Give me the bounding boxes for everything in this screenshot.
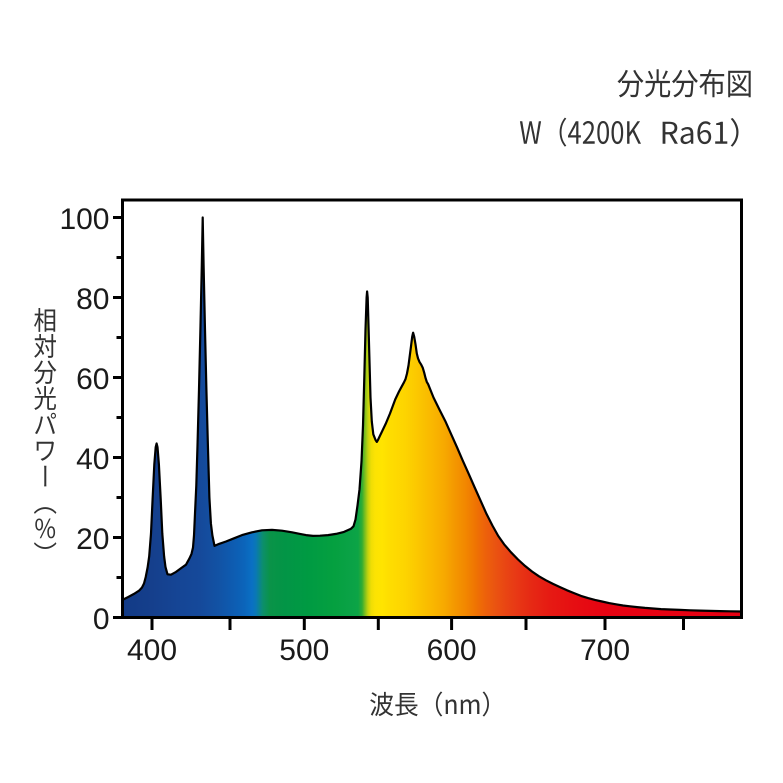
svg-text:0: 0: [93, 603, 110, 636]
svg-text:500: 500: [279, 634, 329, 667]
svg-text:40: 40: [76, 443, 109, 476]
svg-text:400: 400: [127, 634, 177, 667]
svg-text:60: 60: [76, 363, 109, 396]
svg-text:20: 20: [76, 523, 109, 556]
svg-text:600: 600: [427, 634, 477, 667]
svg-text:700: 700: [580, 634, 630, 667]
svg-text:80: 80: [76, 283, 109, 316]
svg-text:100: 100: [59, 203, 109, 236]
